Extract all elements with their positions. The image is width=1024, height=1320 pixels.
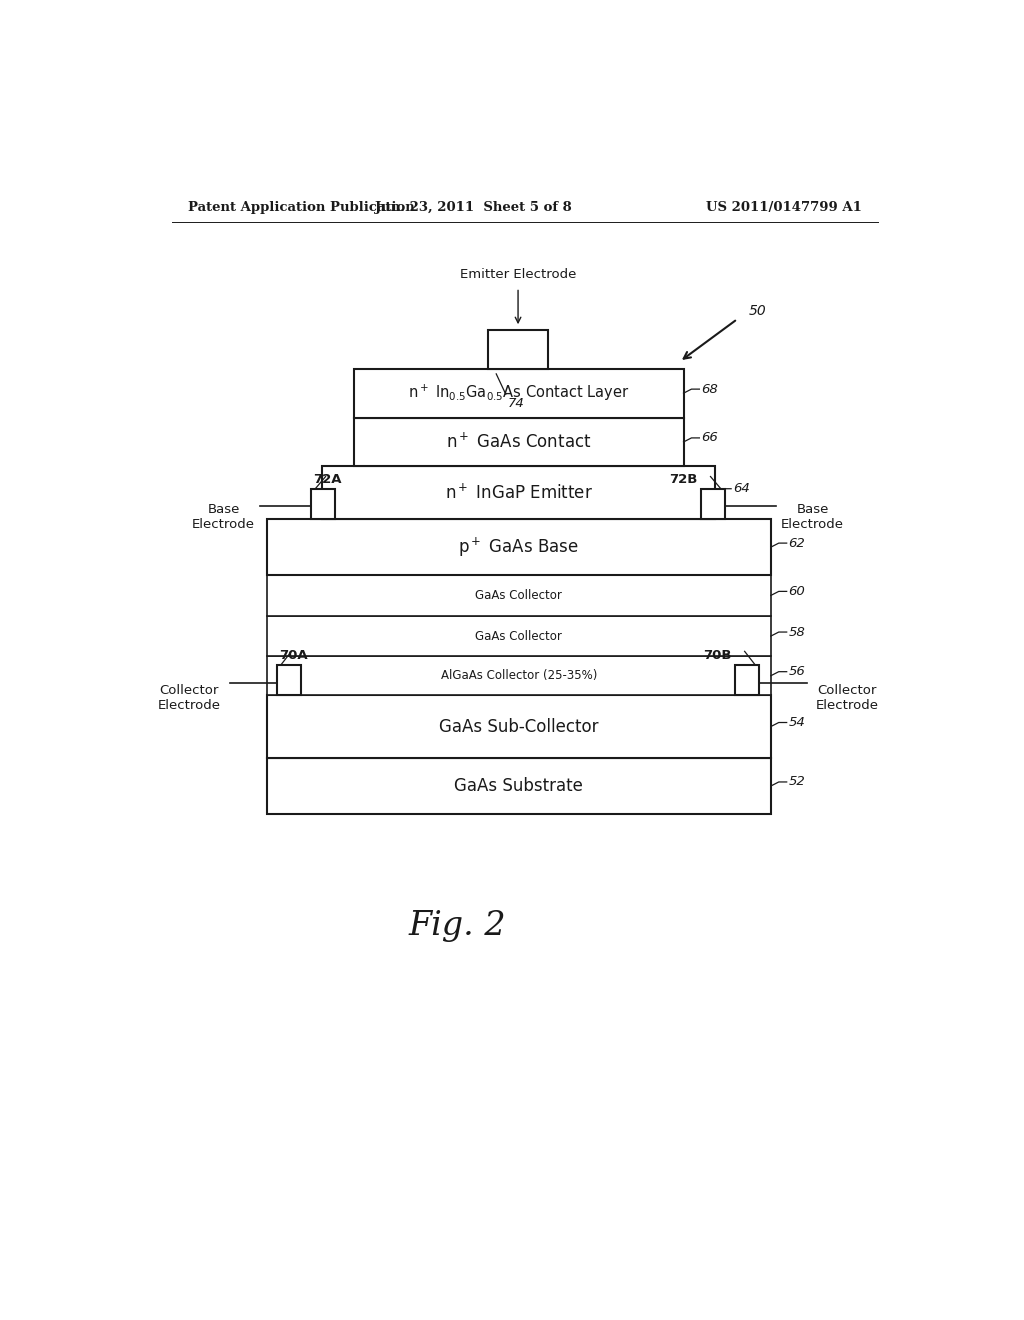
Bar (267, 696, 771, 758)
Text: 74: 74 (508, 397, 525, 411)
Text: 66: 66 (701, 432, 718, 445)
Text: p$^+$ GaAs Base: p$^+$ GaAs Base (459, 536, 580, 558)
Text: 52: 52 (788, 775, 805, 788)
Text: 62: 62 (788, 537, 805, 549)
Bar (267, 576, 771, 615)
Bar (354, 417, 684, 466)
Text: Jun. 23, 2011  Sheet 5 of 8: Jun. 23, 2011 Sheet 5 of 8 (375, 201, 571, 214)
Text: n$^+$ InGaP Emitter: n$^+$ InGaP Emitter (444, 483, 593, 503)
Text: 72A: 72A (313, 473, 341, 486)
Bar (354, 368, 684, 417)
Text: Base
Electrode: Base Electrode (191, 503, 255, 531)
Bar (267, 758, 771, 814)
Bar (488, 330, 548, 368)
Bar (267, 519, 771, 576)
Text: GaAs Sub-Collector: GaAs Sub-Collector (439, 718, 599, 735)
Text: 70B: 70B (703, 648, 732, 661)
Text: 58: 58 (788, 626, 805, 639)
Text: GaAs Collector: GaAs Collector (475, 589, 562, 602)
Text: n$^+$ In$_{0.5}$Ga$_{0.5}$As Contact Layer: n$^+$ In$_{0.5}$Ga$_{0.5}$As Contact Lay… (409, 383, 630, 404)
Text: 56: 56 (788, 665, 805, 678)
Text: GaAs Collector: GaAs Collector (475, 630, 562, 643)
Text: Base
Electrode: Base Electrode (781, 503, 844, 531)
Text: Collector
Electrode: Collector Electrode (158, 684, 221, 711)
Text: 60: 60 (788, 585, 805, 598)
Text: AlGaAs Collector (25-35%): AlGaAs Collector (25-35%) (440, 669, 597, 682)
Text: Patent Application Publication: Patent Application Publication (187, 201, 415, 214)
Text: 72B: 72B (670, 473, 697, 486)
Text: Fig. 2: Fig. 2 (409, 909, 506, 941)
Bar (267, 615, 771, 656)
Bar (311, 488, 335, 519)
Bar (735, 664, 759, 696)
Text: Emitter Electrode: Emitter Electrode (460, 268, 577, 281)
Text: 54: 54 (788, 715, 805, 729)
Text: Collector
Electrode: Collector Electrode (815, 684, 879, 711)
Text: 64: 64 (733, 482, 750, 495)
Text: n$^+$ GaAs Contact: n$^+$ GaAs Contact (446, 433, 592, 451)
Text: 70A: 70A (279, 648, 307, 661)
Text: US 2011/0147799 A1: US 2011/0147799 A1 (707, 201, 862, 214)
Text: 50: 50 (749, 304, 766, 318)
Bar (701, 488, 725, 519)
Text: GaAs Substrate: GaAs Substrate (455, 777, 584, 795)
Text: 68: 68 (701, 383, 718, 396)
Bar (323, 466, 715, 519)
Bar (267, 656, 771, 696)
Bar (278, 664, 301, 696)
